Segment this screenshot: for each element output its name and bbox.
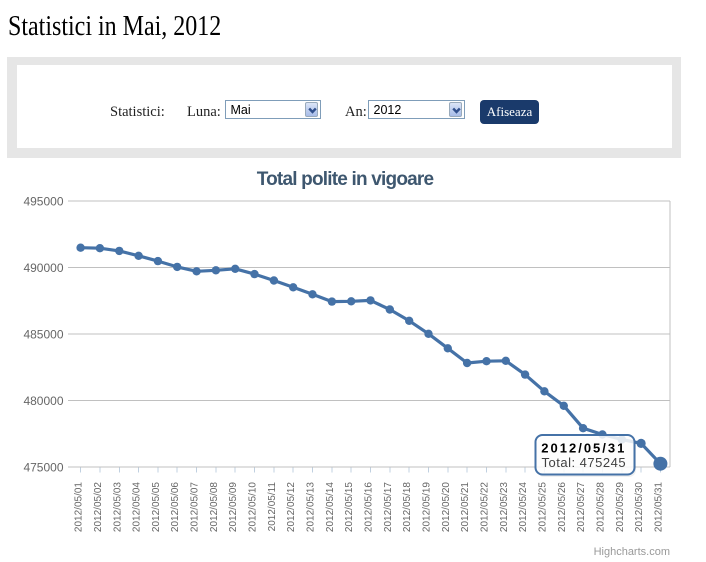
svg-text:2012/05/31: 2012/05/31 xyxy=(653,482,664,532)
svg-text:2012/05/03: 2012/05/03 xyxy=(112,482,123,532)
svg-text:2012/05/18: 2012/05/18 xyxy=(402,482,413,532)
svg-text:2012/05/27: 2012/05/27 xyxy=(576,482,587,532)
svg-text:2012/05/17: 2012/05/17 xyxy=(383,482,394,532)
svg-text:2012/05/09: 2012/05/09 xyxy=(228,482,239,532)
svg-text:2012/05/30: 2012/05/30 xyxy=(634,482,645,532)
svg-text:2012/05/25: 2012/05/25 xyxy=(537,482,548,532)
svg-text:2012/05/13: 2012/05/13 xyxy=(306,482,317,532)
svg-text:2012/05/14: 2012/05/14 xyxy=(325,482,336,532)
svg-text:480000: 480000 xyxy=(23,394,63,408)
svg-text:2012/05/08: 2012/05/08 xyxy=(209,482,220,532)
svg-text:Total: 475245: Total: 475245 xyxy=(542,455,627,470)
svg-text:2012/05/16: 2012/05/16 xyxy=(364,482,375,532)
svg-text:485000: 485000 xyxy=(23,328,63,342)
svg-text:2012/05/06: 2012/05/06 xyxy=(170,482,181,532)
svg-text:2012/05/10: 2012/05/10 xyxy=(248,482,259,532)
svg-text:2012/05/02: 2012/05/02 xyxy=(93,482,104,532)
svg-text:2012/05/24: 2012/05/24 xyxy=(518,482,529,532)
svg-text:2012/05/22: 2012/05/22 xyxy=(480,482,491,532)
svg-text:475000: 475000 xyxy=(23,461,63,475)
svg-text:Highcharts.com: Highcharts.com xyxy=(594,546,670,558)
svg-text:2012/05/12: 2012/05/12 xyxy=(286,482,297,532)
svg-text:2012/05/29: 2012/05/29 xyxy=(615,482,626,532)
svg-text:495000: 495000 xyxy=(23,195,63,209)
svg-text:2012/05/26: 2012/05/26 xyxy=(557,482,568,532)
svg-text:2012/05/11: 2012/05/11 xyxy=(267,482,278,532)
svg-text:2012/05/31: 2012/05/31 xyxy=(541,441,626,456)
svg-text:2012/05/01: 2012/05/01 xyxy=(74,482,85,532)
svg-text:2012/05/07: 2012/05/07 xyxy=(190,482,201,532)
svg-text:2012/05/20: 2012/05/20 xyxy=(441,482,452,532)
svg-text:Total polite in vigoare: Total polite in vigoare xyxy=(257,169,434,190)
svg-text:2012/05/15: 2012/05/15 xyxy=(344,482,355,532)
svg-text:2012/05/19: 2012/05/19 xyxy=(422,482,433,532)
svg-text:2012/05/04: 2012/05/04 xyxy=(132,482,143,532)
svg-text:490000: 490000 xyxy=(23,261,63,275)
svg-text:2012/05/21: 2012/05/21 xyxy=(460,482,471,532)
svg-text:2012/05/23: 2012/05/23 xyxy=(499,482,510,532)
svg-text:2012/05/28: 2012/05/28 xyxy=(595,482,606,532)
svg-text:2012/05/05: 2012/05/05 xyxy=(151,482,162,532)
